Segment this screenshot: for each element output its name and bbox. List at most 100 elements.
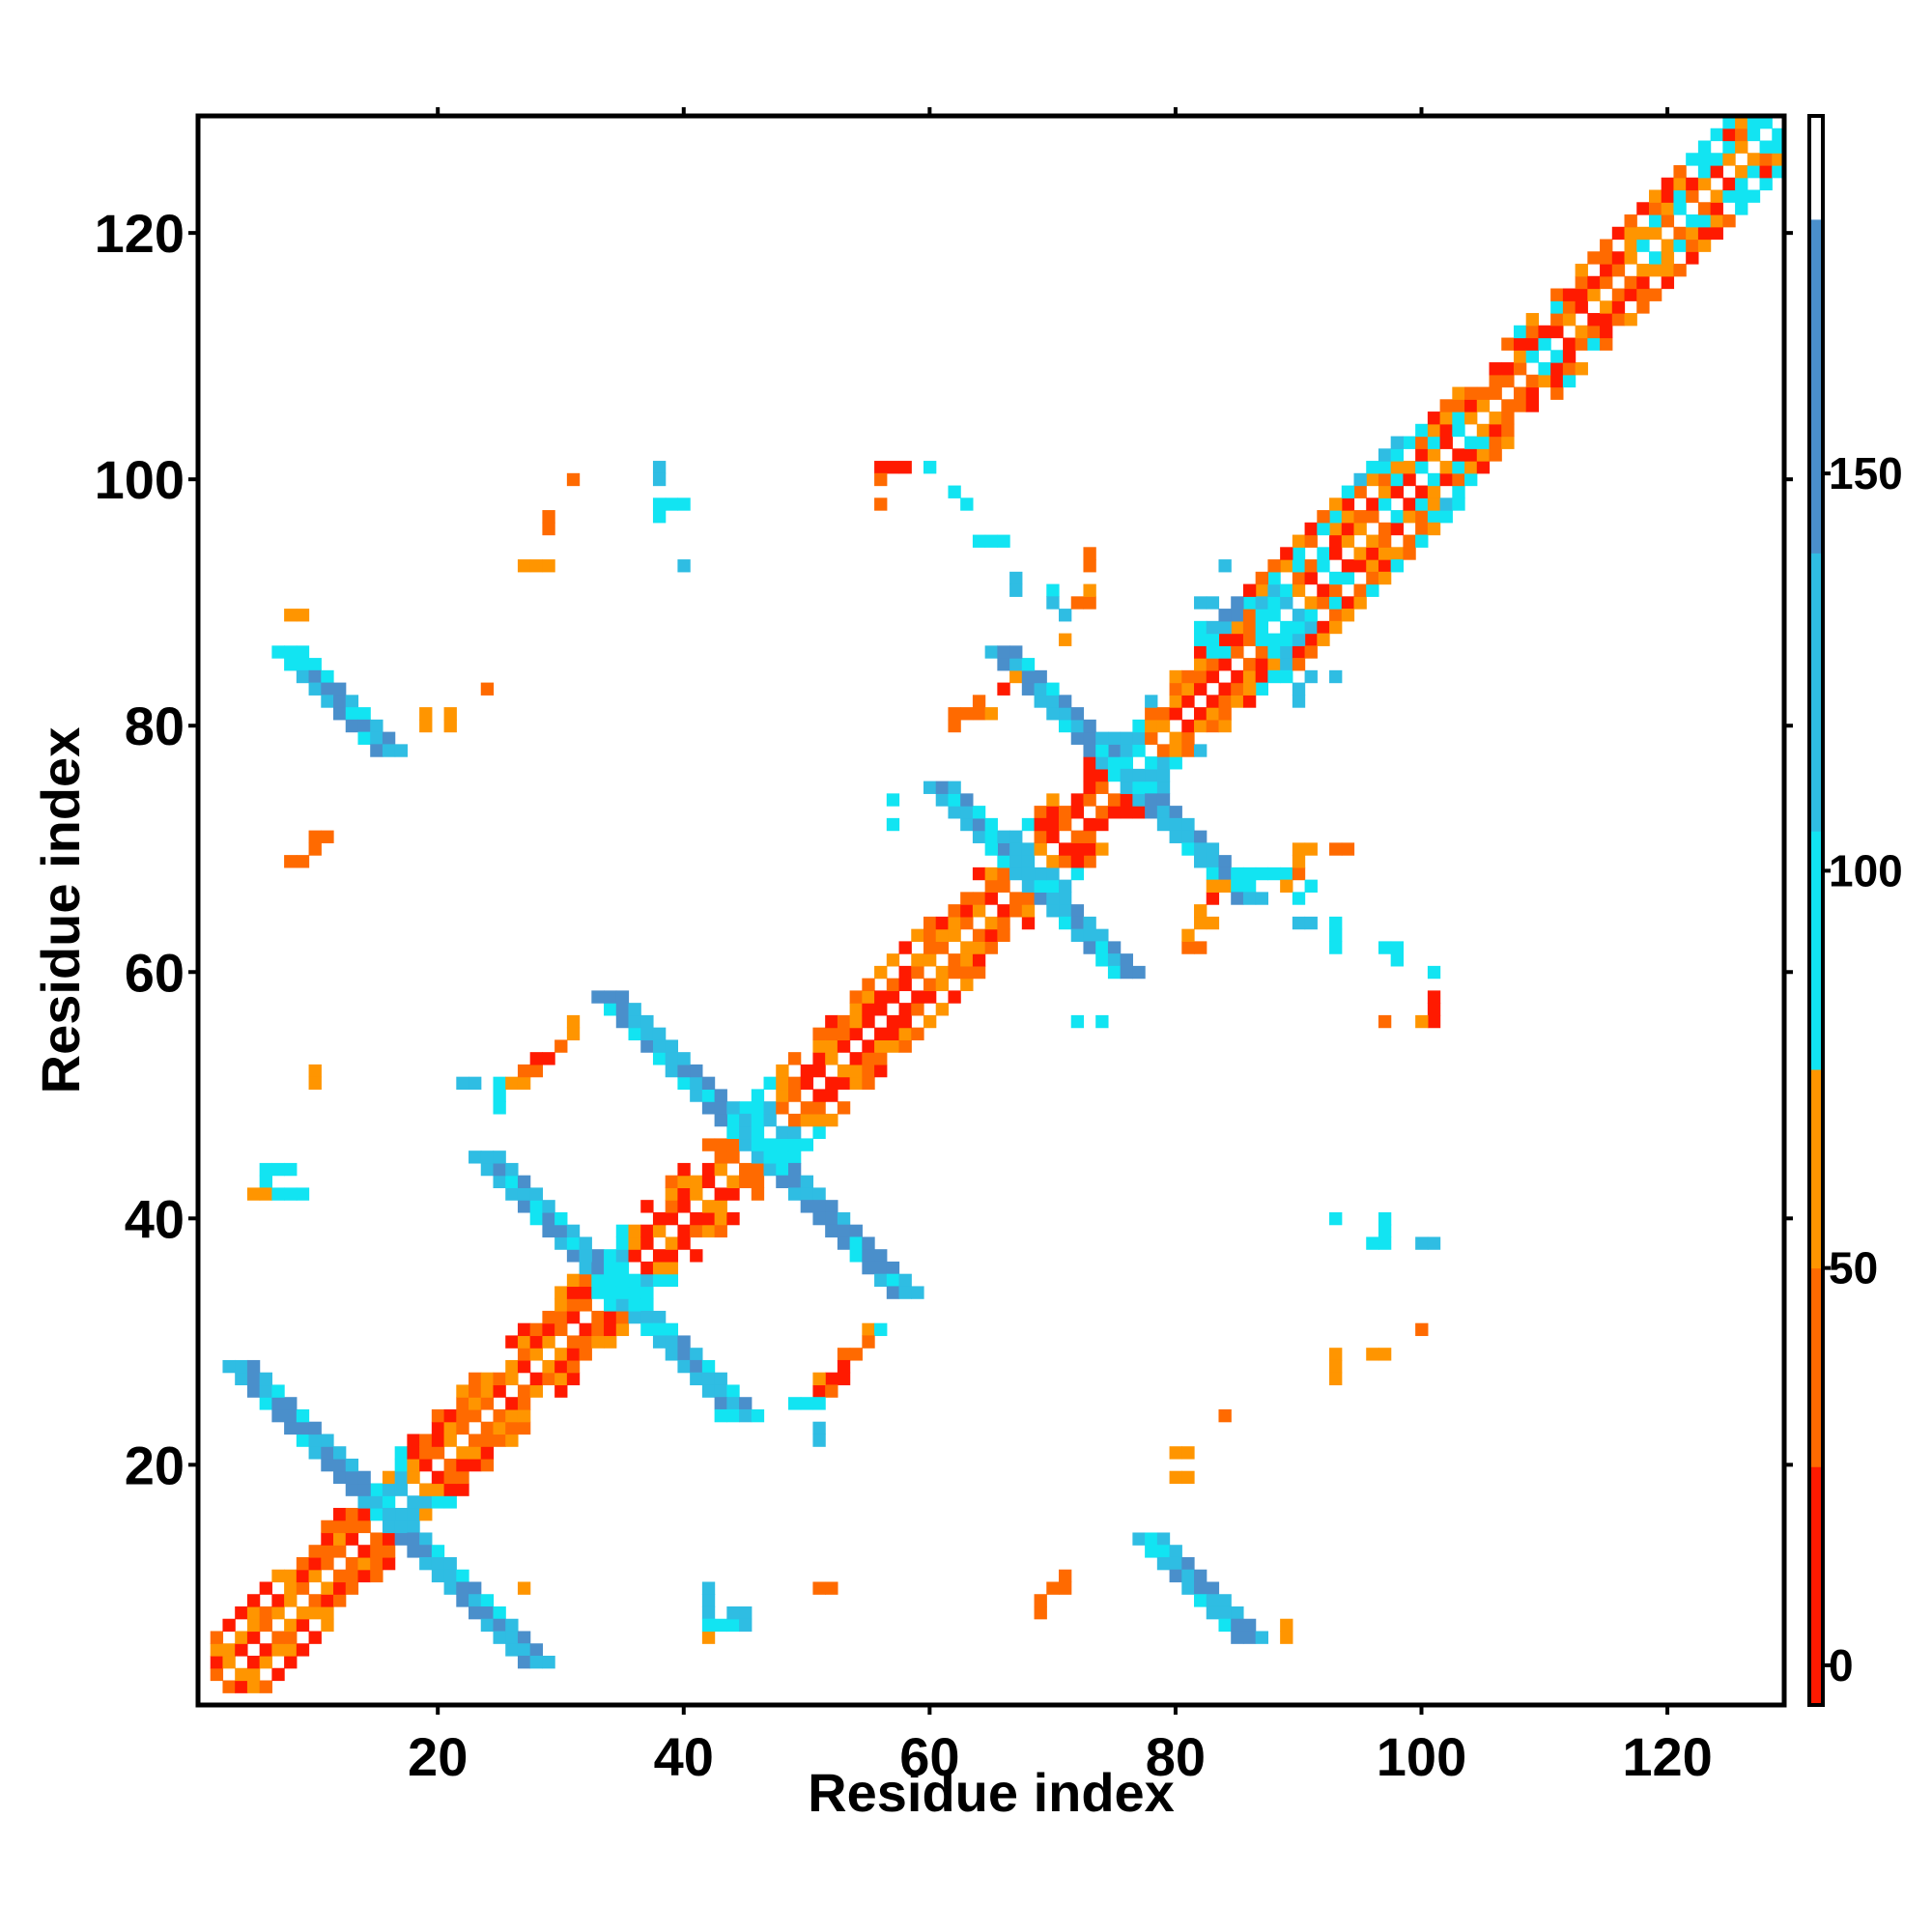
- heatmap-cell: [469, 1594, 482, 1607]
- heatmap-cell: [1636, 239, 1650, 252]
- heatmap-cell: [604, 1261, 617, 1275]
- heatmap-cell: [1181, 1569, 1195, 1583]
- heatmap-cell: [333, 1581, 347, 1595]
- heatmap-cell: [1046, 596, 1060, 610]
- heatmap-cell: [1156, 707, 1171, 721]
- heatmap-cell: [1267, 609, 1281, 622]
- heatmap-cell: [1636, 202, 1650, 215]
- heatmap-cell: [419, 1434, 433, 1447]
- heatmap-cell: [296, 658, 310, 671]
- heatmap-cell: [1378, 461, 1392, 474]
- heatmap-cell: [469, 1151, 482, 1164]
- heatmap-cell: [1034, 1594, 1047, 1607]
- heatmap-cell: [1145, 707, 1158, 721]
- heatmap-cell: [1181, 817, 1195, 832]
- heatmap-cell: [1710, 202, 1723, 215]
- heatmap-cell: [714, 1162, 727, 1177]
- heatmap-cell: [529, 1200, 544, 1213]
- heatmap-cell: [333, 707, 347, 721]
- heatmap-cell: [701, 1605, 716, 1620]
- heatmap-cell: [1194, 842, 1208, 856]
- heatmap-cell: [480, 1421, 495, 1435]
- heatmap-cell: [1403, 436, 1416, 449]
- heatmap-cell: [1329, 842, 1343, 856]
- heatmap-cell: [284, 1569, 298, 1583]
- heatmap-cell: [566, 1359, 581, 1374]
- heatmap-cell: [1624, 226, 1637, 241]
- heatmap-cell: [849, 1249, 863, 1263]
- heatmap-cell: [1083, 547, 1096, 560]
- colorbar: 0 50 100 150: [1807, 114, 1903, 1707]
- heatmap-cell: [1550, 386, 1564, 400]
- heatmap-cell: [1427, 965, 1441, 980]
- heatmap-cell: [246, 1631, 261, 1644]
- heatmap-cell: [493, 1089, 506, 1102]
- heatmap-cell: [1366, 461, 1379, 474]
- heatmap-cell: [874, 990, 888, 1004]
- heatmap-cell: [1624, 239, 1637, 252]
- heatmap-cell: [1366, 571, 1379, 585]
- heatmap-cell: [1083, 731, 1096, 745]
- heatmap-cell: [321, 1581, 334, 1595]
- heatmap-cell: [1636, 288, 1650, 301]
- heatmap-cell: [394, 1470, 408, 1485]
- heatmap-cell: [1218, 559, 1232, 573]
- heatmap-cell: [1095, 953, 1109, 967]
- heatmap-cell: [1280, 867, 1293, 881]
- heatmap-cell: [1255, 571, 1268, 585]
- heatmap-cell: [615, 1310, 630, 1324]
- heatmap-cell: [1280, 547, 1293, 560]
- heatmap-cell: [1107, 965, 1122, 980]
- heatmap-cell: [677, 1076, 691, 1091]
- heatmap-cell: [431, 1556, 445, 1571]
- heatmap-cell: [714, 1138, 727, 1151]
- heatmap-cell: [984, 928, 998, 942]
- heatmap-cell: [1070, 830, 1085, 843]
- heatmap-cell: [1304, 916, 1318, 930]
- heatmap-cell: [1021, 817, 1036, 832]
- heatmap-cell: [1735, 116, 1748, 129]
- heatmap-cell: [566, 1286, 581, 1299]
- heatmap-cell: [1255, 682, 1268, 696]
- heatmap-cell: [542, 1052, 555, 1065]
- heatmap-cell: [517, 1631, 531, 1644]
- heatmap-cell: [1648, 202, 1662, 215]
- heatmap-cell: [677, 1236, 691, 1250]
- heatmap-cell: [284, 1162, 298, 1177]
- heatmap-cell: [1648, 251, 1662, 265]
- heatmap-cell: [419, 1556, 433, 1571]
- heatmap-cell: [1255, 892, 1268, 905]
- heatmap-cell: [529, 559, 544, 573]
- heatmap-cell: [1083, 559, 1096, 573]
- heatmap-cell: [812, 1581, 826, 1595]
- heatmap-cell: [726, 1605, 740, 1620]
- heatmap-cell: [1600, 313, 1613, 327]
- heatmap-cell: [923, 978, 937, 991]
- heatmap-cell: [1034, 695, 1047, 708]
- heatmap-cell: [849, 1076, 863, 1091]
- heatmap-cell: [382, 1545, 396, 1558]
- heatmap-cell: [739, 1162, 753, 1177]
- heatmap-cell: [825, 1076, 838, 1091]
- heatmap-cell: [1046, 817, 1060, 832]
- heatmap-cell: [1600, 337, 1613, 351]
- heatmap-cell: [837, 1372, 851, 1386]
- heatmap-cell: [1070, 855, 1085, 868]
- heatmap-cell: [751, 1408, 765, 1423]
- heatmap-cell: [972, 965, 986, 980]
- heatmap-cell: [1501, 436, 1515, 449]
- heatmap-cell: [259, 1175, 272, 1189]
- heatmap-cell: [1329, 941, 1343, 954]
- heatmap-cell: [1501, 337, 1515, 351]
- heatmap-cell: [431, 1483, 445, 1496]
- heatmap-cell: [1697, 214, 1712, 228]
- heatmap-cell: [443, 1569, 457, 1583]
- heatmap-cell: [321, 830, 334, 843]
- heatmap-cell: [1132, 731, 1146, 745]
- heatmap-cell: [480, 682, 495, 696]
- heatmap-cell: [1636, 226, 1650, 241]
- heatmap-cell: [1366, 547, 1379, 560]
- heatmap-cell: [1181, 744, 1195, 757]
- heatmap-cell: [701, 1175, 716, 1189]
- heatmap-cell: [849, 1348, 863, 1361]
